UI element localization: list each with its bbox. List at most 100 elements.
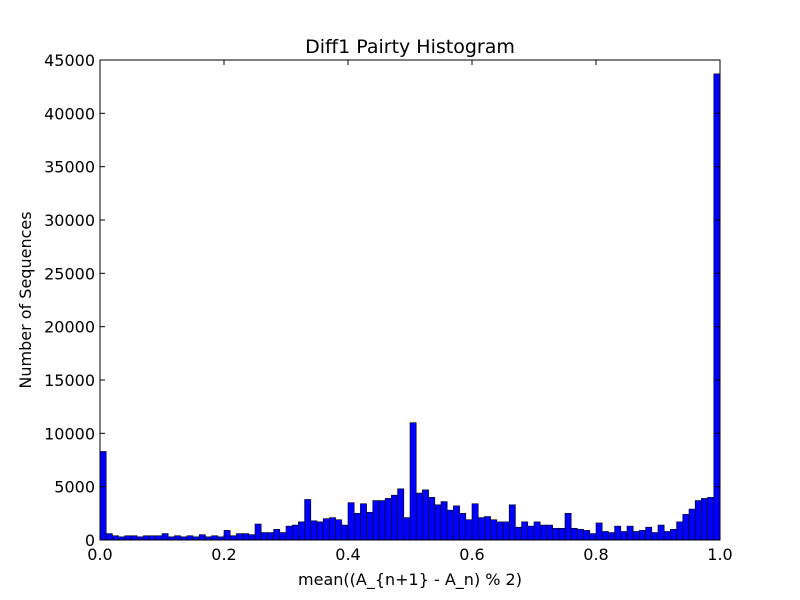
x-tick-label: 1.0 xyxy=(707,545,732,564)
histogram-bar xyxy=(310,520,318,541)
histogram-bar xyxy=(124,535,132,541)
histogram-bar xyxy=(694,500,702,541)
y-tick-label: 0 xyxy=(85,531,95,550)
y-axis-ticks: 0 5000 10000 15000 20000 25000 30000 35000 40000… xyxy=(44,51,720,550)
histogram-bar xyxy=(236,533,243,541)
histogram-bar xyxy=(341,524,349,541)
histogram-bar xyxy=(663,531,671,541)
y-tick-label: 15000 xyxy=(44,371,95,390)
histogram-bar xyxy=(577,529,584,541)
histogram-bar xyxy=(415,492,423,541)
histogram-bar xyxy=(291,524,299,541)
histogram-bar xyxy=(533,521,541,541)
histogram-bar xyxy=(130,535,138,541)
x-tick-label: 0.2 xyxy=(211,545,236,564)
histogram-bar xyxy=(570,527,578,541)
histogram-bar xyxy=(353,513,361,541)
histogram-bar xyxy=(688,508,696,541)
x-tick-label: 0.0 xyxy=(87,545,112,564)
histogram-bar xyxy=(298,521,305,541)
histogram-bar xyxy=(515,526,522,541)
histogram-bar xyxy=(198,534,206,541)
histogram-bar xyxy=(601,531,609,541)
y-tick-label: 10000 xyxy=(44,424,95,443)
histogram-bar xyxy=(546,524,553,541)
histogram-bar xyxy=(527,525,535,541)
histogram-bar xyxy=(161,533,169,541)
histogram-bar xyxy=(701,498,708,541)
histogram-bar xyxy=(366,511,374,541)
histogram-bar xyxy=(322,518,330,541)
histogram-bar xyxy=(143,535,150,541)
histogram-bar xyxy=(595,522,603,541)
histogram-bar xyxy=(459,513,467,541)
histogram-bar xyxy=(285,525,293,541)
y-axis-label: Number of Sequences xyxy=(16,211,35,388)
histogram-bar xyxy=(397,488,405,541)
chart-title: Diff1 Pairty Histogram xyxy=(305,36,515,58)
x-tick-label: 0.8 xyxy=(583,545,608,564)
histogram-bar xyxy=(608,532,615,541)
histogram-bar xyxy=(105,533,113,541)
histogram-bar xyxy=(186,535,194,541)
histogram-bar xyxy=(229,535,237,541)
histogram-bar xyxy=(422,489,429,541)
histogram-bar xyxy=(620,531,628,541)
histogram-bar xyxy=(434,504,442,541)
histogram-bar xyxy=(360,503,367,541)
histogram-bar xyxy=(428,497,436,541)
histogram-bar xyxy=(490,519,498,541)
histogram-bar xyxy=(254,523,262,541)
histogram-bar xyxy=(651,532,659,541)
y-tick-label: 45000 xyxy=(44,51,95,70)
histogram-bar xyxy=(211,535,219,541)
x-tick-label: 0.6 xyxy=(459,545,484,564)
histogram-bar xyxy=(273,529,281,541)
histogram-bar xyxy=(558,527,566,541)
histogram-bar xyxy=(155,535,163,541)
histogram-bar xyxy=(484,516,491,541)
histogram-bar xyxy=(521,521,529,541)
histogram-bar xyxy=(639,530,646,541)
y-tick-label: 35000 xyxy=(44,158,95,177)
histogram-bar xyxy=(564,513,572,541)
histogram-bar xyxy=(614,525,622,541)
histogram-bar xyxy=(174,535,181,541)
y-tick-label: 30000 xyxy=(44,211,95,230)
x-tick-label: 0.4 xyxy=(335,545,360,564)
histogram-bar xyxy=(496,521,504,541)
y-tick-label: 25000 xyxy=(44,264,95,283)
histogram-bar xyxy=(279,532,287,541)
histogram-bar xyxy=(676,521,684,541)
histogram-bar xyxy=(583,530,591,541)
histogram-bar xyxy=(632,531,640,541)
histogram-bar xyxy=(682,514,690,541)
y-tick-label: 40000 xyxy=(44,104,95,123)
histogram-bar xyxy=(670,529,677,541)
histogram-bar xyxy=(372,500,380,541)
histogram-bar xyxy=(453,505,460,541)
histogram-bar xyxy=(384,498,392,541)
histogram-bar xyxy=(403,517,411,541)
histogram-bar xyxy=(589,533,597,541)
histogram-bar xyxy=(502,521,510,541)
histogram-bar xyxy=(248,534,256,541)
histogram-bar xyxy=(471,503,479,541)
histogram-bar xyxy=(378,500,386,541)
histogram-bar xyxy=(316,521,324,541)
histogram-bar xyxy=(329,517,336,541)
histogram-bar xyxy=(508,504,516,541)
histogram-bar xyxy=(99,451,107,541)
histogram-bar xyxy=(112,535,119,541)
histogram-bar xyxy=(391,494,398,541)
y-tick-label: 5000 xyxy=(54,478,95,497)
histogram-bar xyxy=(657,524,665,541)
x-axis-label: mean((A_{n+1} - A_n) % 2) xyxy=(298,570,522,590)
histogram-bar xyxy=(465,519,473,541)
histogram-bar xyxy=(267,532,274,541)
axes-frame xyxy=(99,59,721,541)
histogram-bar xyxy=(304,499,312,541)
histogram-bar xyxy=(707,497,715,541)
histogram-bar xyxy=(552,527,560,541)
